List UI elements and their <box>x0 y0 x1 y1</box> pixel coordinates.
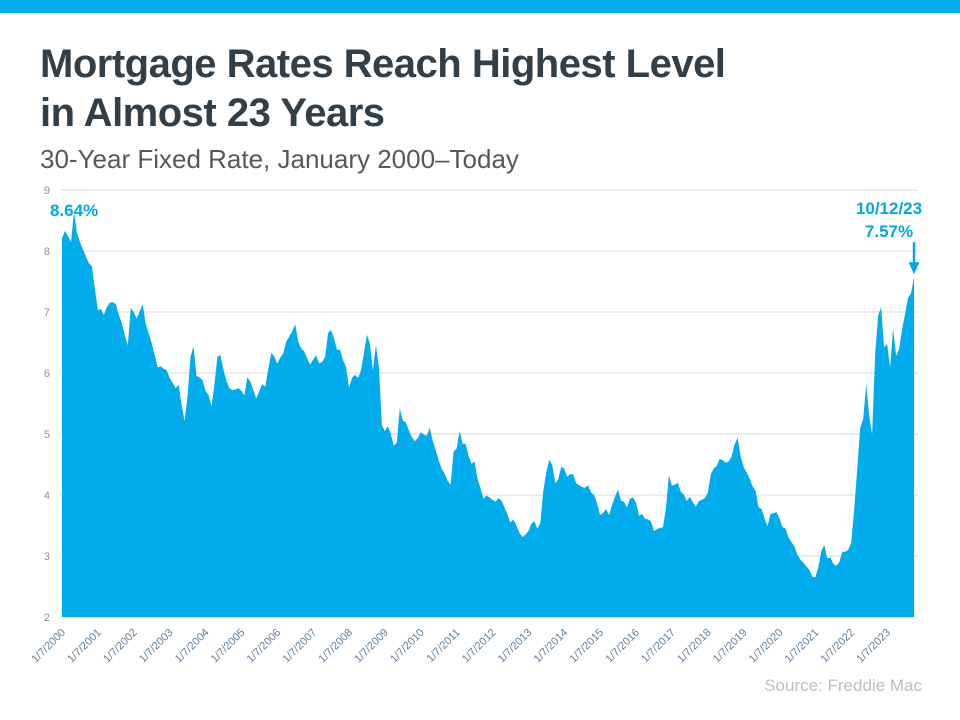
x-axis-tick-label: 1/7/2000 <box>29 627 68 666</box>
latest-rate-annotation: 7.57% <box>865 222 913 241</box>
y-axis-tick-label: 4 <box>44 490 50 502</box>
x-axis-tick-label: 1/7/2012 <box>460 627 499 666</box>
x-axis-tick-label: 1/7/2022 <box>819 627 858 666</box>
page-title: Mortgage Rates Reach Highest Level in Al… <box>40 40 920 138</box>
x-axis-tick-label: 1/7/2010 <box>388 627 427 666</box>
rate-area-series <box>62 212 914 617</box>
latest-date-annotation: 10/12/23 <box>856 199 922 218</box>
arrow-down-icon <box>908 262 920 275</box>
page-title-line2: in Almost 23 Years <box>40 91 385 135</box>
page-subtitle: 30-Year Fixed Rate, January 2000–Today <box>40 144 519 174</box>
x-axis-tick-label: 1/7/2023 <box>854 627 893 666</box>
x-axis-tick-label: 1/7/2009 <box>352 627 391 666</box>
x-axis-tick-label: 1/7/2014 <box>532 627 571 666</box>
x-axis-tick-label: 1/7/2003 <box>137 627 176 666</box>
x-axis-tick-label: 1/7/2017 <box>639 627 678 666</box>
y-axis-tick-label: 3 <box>44 551 50 563</box>
x-axis-tick-label: 1/7/2015 <box>567 627 606 666</box>
peak-rate-annotation: 8.64% <box>50 201 98 220</box>
header: Mortgage Rates Reach Highest Level in Al… <box>40 40 920 174</box>
x-axis-tick-label: 1/7/2004 <box>173 627 212 666</box>
x-axis-tick-label: 1/7/2005 <box>209 627 248 666</box>
x-axis-tick-label: 1/7/2013 <box>496 627 535 666</box>
x-axis-tick-label: 1/7/2002 <box>101 627 140 666</box>
y-axis-tick-label: 9 <box>44 185 50 197</box>
x-axis-tick-label: 1/7/2008 <box>316 627 355 666</box>
x-axis-tick-label: 1/7/2020 <box>747 627 786 666</box>
x-axis-tick-label: 1/7/2019 <box>711 627 750 666</box>
y-axis-tick-label: 7 <box>44 307 50 319</box>
source-note: Source: Freddie Mac <box>764 676 922 695</box>
y-axis-tick-label: 8 <box>44 246 50 258</box>
y-axis-tick-label: 6 <box>44 368 50 380</box>
x-axis-tick-label: 1/7/2021 <box>783 627 822 666</box>
top-accent-bar <box>0 0 960 13</box>
x-axis-tick-label: 1/7/2011 <box>425 627 463 665</box>
x-axis-tick-label: 1/7/2001 <box>65 627 104 666</box>
x-axis-tick-label: 1/7/2006 <box>245 627 284 666</box>
page-title-line1: Mortgage Rates Reach Highest Level <box>40 42 726 86</box>
x-axis-tick-label: 1/7/2007 <box>280 627 319 666</box>
y-axis-tick-label: 2 <box>44 612 50 624</box>
x-axis-tick-label: 1/7/2016 <box>603 627 642 666</box>
y-axis-tick-label: 5 <box>44 429 50 441</box>
x-axis-tick-label: 1/7/2018 <box>675 627 714 666</box>
